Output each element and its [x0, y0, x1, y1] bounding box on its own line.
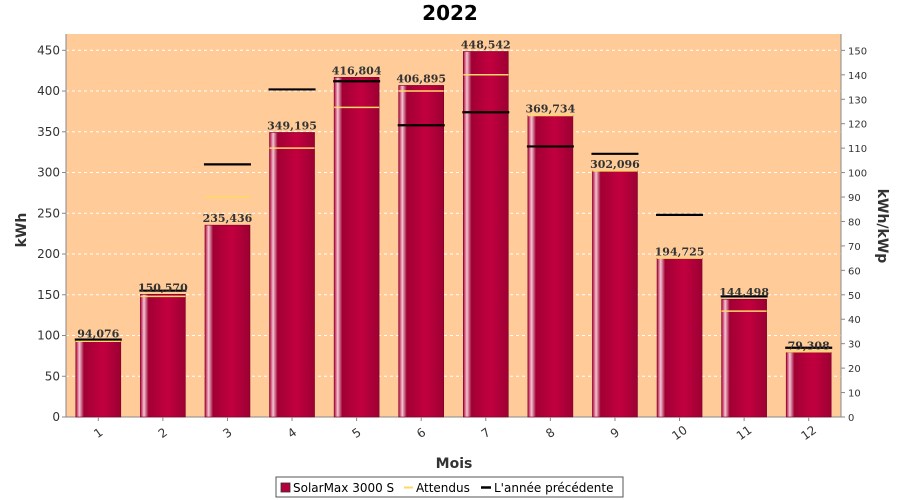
chart-title: 2022: [422, 1, 478, 25]
legend-label-series-1: SolarMax 3000 S: [293, 481, 394, 495]
data-label: 369,734: [525, 103, 575, 116]
bar: [785, 352, 832, 418]
data-label: 349,195: [267, 119, 317, 132]
bar: [527, 115, 574, 418]
x-tick-label: 1: [91, 425, 105, 441]
y-axis-title: kWh: [14, 213, 30, 248]
data-label: 94,076: [77, 327, 119, 340]
data-label: 150,570: [138, 281, 188, 294]
bar: [269, 132, 315, 418]
data-label: 144,498: [719, 286, 769, 299]
x-tick-label: 7: [479, 425, 493, 441]
bar: [333, 77, 380, 418]
legend-label-series-3: L'année précédente: [494, 481, 613, 495]
x-tick-label: 6: [414, 425, 428, 441]
x-tick-label: 4: [285, 425, 299, 441]
y-tick-label: 250: [37, 206, 60, 220]
data-label: 194,725: [655, 245, 705, 258]
y-tick-label: 100: [37, 329, 60, 343]
y-tick-label: 400: [37, 84, 60, 98]
y-right-tick-label: 90: [848, 193, 861, 204]
y-right-tick-label: 80: [848, 217, 861, 228]
y-tick-label: 150: [37, 288, 60, 302]
x-tick-label: 8: [543, 425, 557, 441]
bar: [398, 85, 445, 418]
bar: [721, 298, 767, 418]
bar: [140, 294, 186, 418]
y-right-tick-label: 10: [848, 389, 861, 400]
legend-frame: [275, 476, 624, 498]
y-tick-label: 0: [52, 410, 60, 424]
y-right-tick-label: 50: [848, 291, 861, 302]
y-right-tick-label: 60: [848, 266, 861, 277]
y-right-tick-label: 130: [848, 95, 867, 106]
data-label: 448,542: [461, 38, 511, 51]
y-right-tick-label: 70: [848, 242, 861, 253]
y-right-tick-label: 0: [848, 413, 854, 424]
y-axis-right-title: kWh/kWp: [874, 189, 890, 264]
y-tick-label: 50: [45, 369, 60, 383]
legend-label-series-2: Attendus: [416, 481, 470, 495]
bar: [462, 51, 509, 418]
y-right-tick-label: 30: [848, 340, 861, 351]
data-label: 235,436: [203, 212, 253, 225]
x-tick-label: 12: [798, 423, 819, 443]
x-tick-label: 11: [734, 423, 755, 443]
y-right-tick-label: 120: [848, 120, 867, 131]
bar: [75, 340, 122, 418]
legend: SolarMax 3000 S Attendus L'année précéde…: [275, 476, 624, 498]
x-tick-label: 2: [156, 425, 170, 441]
y-right-tick-label: 140: [848, 71, 867, 82]
x-tick-label: 9: [608, 425, 622, 441]
x-axis-title: Mois: [436, 456, 473, 472]
y-tick-label: 200: [37, 247, 60, 261]
bar: [592, 170, 638, 418]
data-label: 79,308: [788, 339, 830, 352]
plot-background: [66, 34, 841, 417]
plot-area: 0 50 100 150 200 250 300 350 400 450 0 10 20 30 40 50 60…: [37, 34, 867, 443]
bar: [656, 258, 703, 418]
y-right-tick-label: 100: [848, 169, 867, 180]
bar: [204, 224, 251, 418]
y-tick-label: 450: [37, 43, 60, 57]
y-right-tick-label: 40: [848, 315, 861, 326]
legend-swatch-bar: [280, 482, 291, 493]
y-right-tick-label: 20: [848, 364, 861, 375]
x-tick-label: 5: [349, 425, 363, 441]
y-tick-label: 300: [37, 166, 60, 180]
data-label: 406,895: [396, 72, 446, 85]
data-label: 302,096: [590, 158, 640, 171]
data-label: 416,804: [332, 64, 382, 77]
x-tick-label: 3: [220, 425, 234, 441]
x-tick-label: 10: [669, 423, 690, 443]
y-right-tick-label: 110: [848, 144, 867, 155]
y-right-tick-label: 150: [848, 46, 867, 57]
y-tick-label: 350: [37, 125, 60, 139]
